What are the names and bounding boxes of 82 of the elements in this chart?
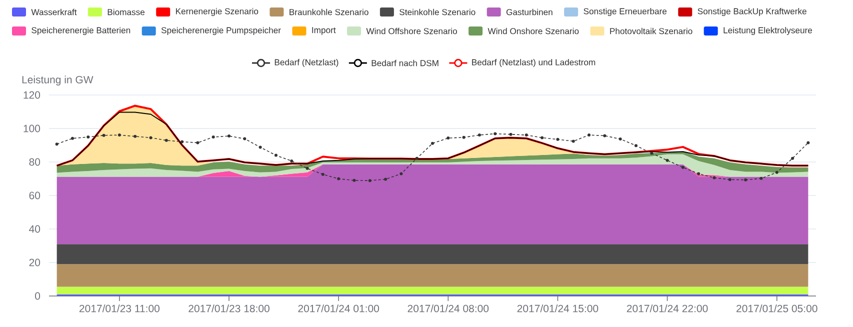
x-tick-label: 2017/01/23 18:00 <box>188 304 270 312</box>
point <box>415 156 418 160</box>
legend-label: Wasserkraft <box>31 8 77 16</box>
point <box>728 178 732 182</box>
point <box>352 178 356 182</box>
y-tick-label: 20 <box>29 258 40 266</box>
point <box>697 172 700 176</box>
x-tick-label: 2017/01/24 22:00 <box>626 304 708 312</box>
point <box>149 136 152 140</box>
legend-label: Import <box>312 27 336 35</box>
legend-label: Speicherenergie Batterien <box>32 26 130 36</box>
x-tick-label: 2017/01/24 15:00 <box>517 304 598 312</box>
legend-label: Wind Offshore Szenario <box>366 28 457 34</box>
legend-label: Wind Onshore Szenario <box>488 28 579 34</box>
point <box>306 166 309 170</box>
point <box>431 142 434 145</box>
legend-label: Bedarf (Netzlast) <box>274 58 338 67</box>
point <box>212 136 215 139</box>
point <box>86 136 90 139</box>
point <box>70 136 74 140</box>
point <box>55 142 58 146</box>
point <box>400 172 403 176</box>
legend-label: Photovoltaik Szenario <box>610 28 692 34</box>
point <box>712 176 716 180</box>
point <box>681 166 684 169</box>
y-tick-label: 100 <box>24 124 40 132</box>
point <box>164 138 168 142</box>
legend-label: Kernenergie Szenario <box>176 8 258 16</box>
legend-label: Biomasse <box>108 8 145 16</box>
legend-label: Speicherenergie Pumpspeicher <box>161 26 281 36</box>
point <box>494 132 497 136</box>
legend-label: Sonstige BackUp Kraftwerke <box>698 8 806 16</box>
point <box>744 178 748 182</box>
legend-label: Steinkohle Szenario <box>400 8 476 16</box>
point <box>118 134 121 137</box>
legend-label: Sonstige Erneuerbare <box>584 8 667 16</box>
point <box>196 141 200 144</box>
x-tick-label: 2017/01/25 05:00 <box>736 304 818 312</box>
point <box>618 138 622 141</box>
point <box>478 134 481 137</box>
y-tick-label: 60 <box>29 192 40 200</box>
y-tick-label: 80 <box>29 158 40 166</box>
point <box>556 138 560 141</box>
legend-label: Gasturbinen <box>506 8 552 16</box>
point <box>791 156 794 160</box>
point <box>384 178 388 181</box>
point <box>228 134 231 138</box>
y-axis-title: Leistung in GW <box>22 76 94 86</box>
x-tick-label: 2017/01/24 01:00 <box>298 304 380 312</box>
point <box>290 159 294 162</box>
point <box>603 134 606 138</box>
point <box>588 134 591 137</box>
y-tick-label: 0 <box>35 292 40 300</box>
point <box>321 172 324 176</box>
x-tick-label: 2017/01/24 08:00 <box>408 304 489 312</box>
point <box>634 144 638 148</box>
point <box>274 154 278 157</box>
point <box>760 176 763 180</box>
point <box>337 177 340 180</box>
point <box>102 134 106 137</box>
point <box>775 170 778 174</box>
point <box>509 132 512 136</box>
point <box>666 158 669 162</box>
y-tick-label: 120 <box>24 91 40 99</box>
legend-label: Leistung Elektrolyseure <box>724 26 812 36</box>
point <box>806 141 810 144</box>
point <box>462 136 466 139</box>
legend-label: Bedarf nach DSM <box>372 60 438 66</box>
point <box>134 134 137 138</box>
point <box>540 136 544 140</box>
point <box>368 179 372 182</box>
point <box>180 140 184 144</box>
y-tick-label: 40 <box>29 225 40 233</box>
legend-label: Bedarf (Netzlast) und Ladestrom <box>472 58 596 67</box>
legend-label: Braunkohle Szenario <box>290 8 368 16</box>
point <box>524 134 528 137</box>
x-tick-label: 2017/01/23 11:00 <box>79 304 160 312</box>
point <box>572 140 575 143</box>
point <box>258 146 262 149</box>
point <box>243 137 246 140</box>
point <box>650 152 654 155</box>
point <box>446 136 450 140</box>
